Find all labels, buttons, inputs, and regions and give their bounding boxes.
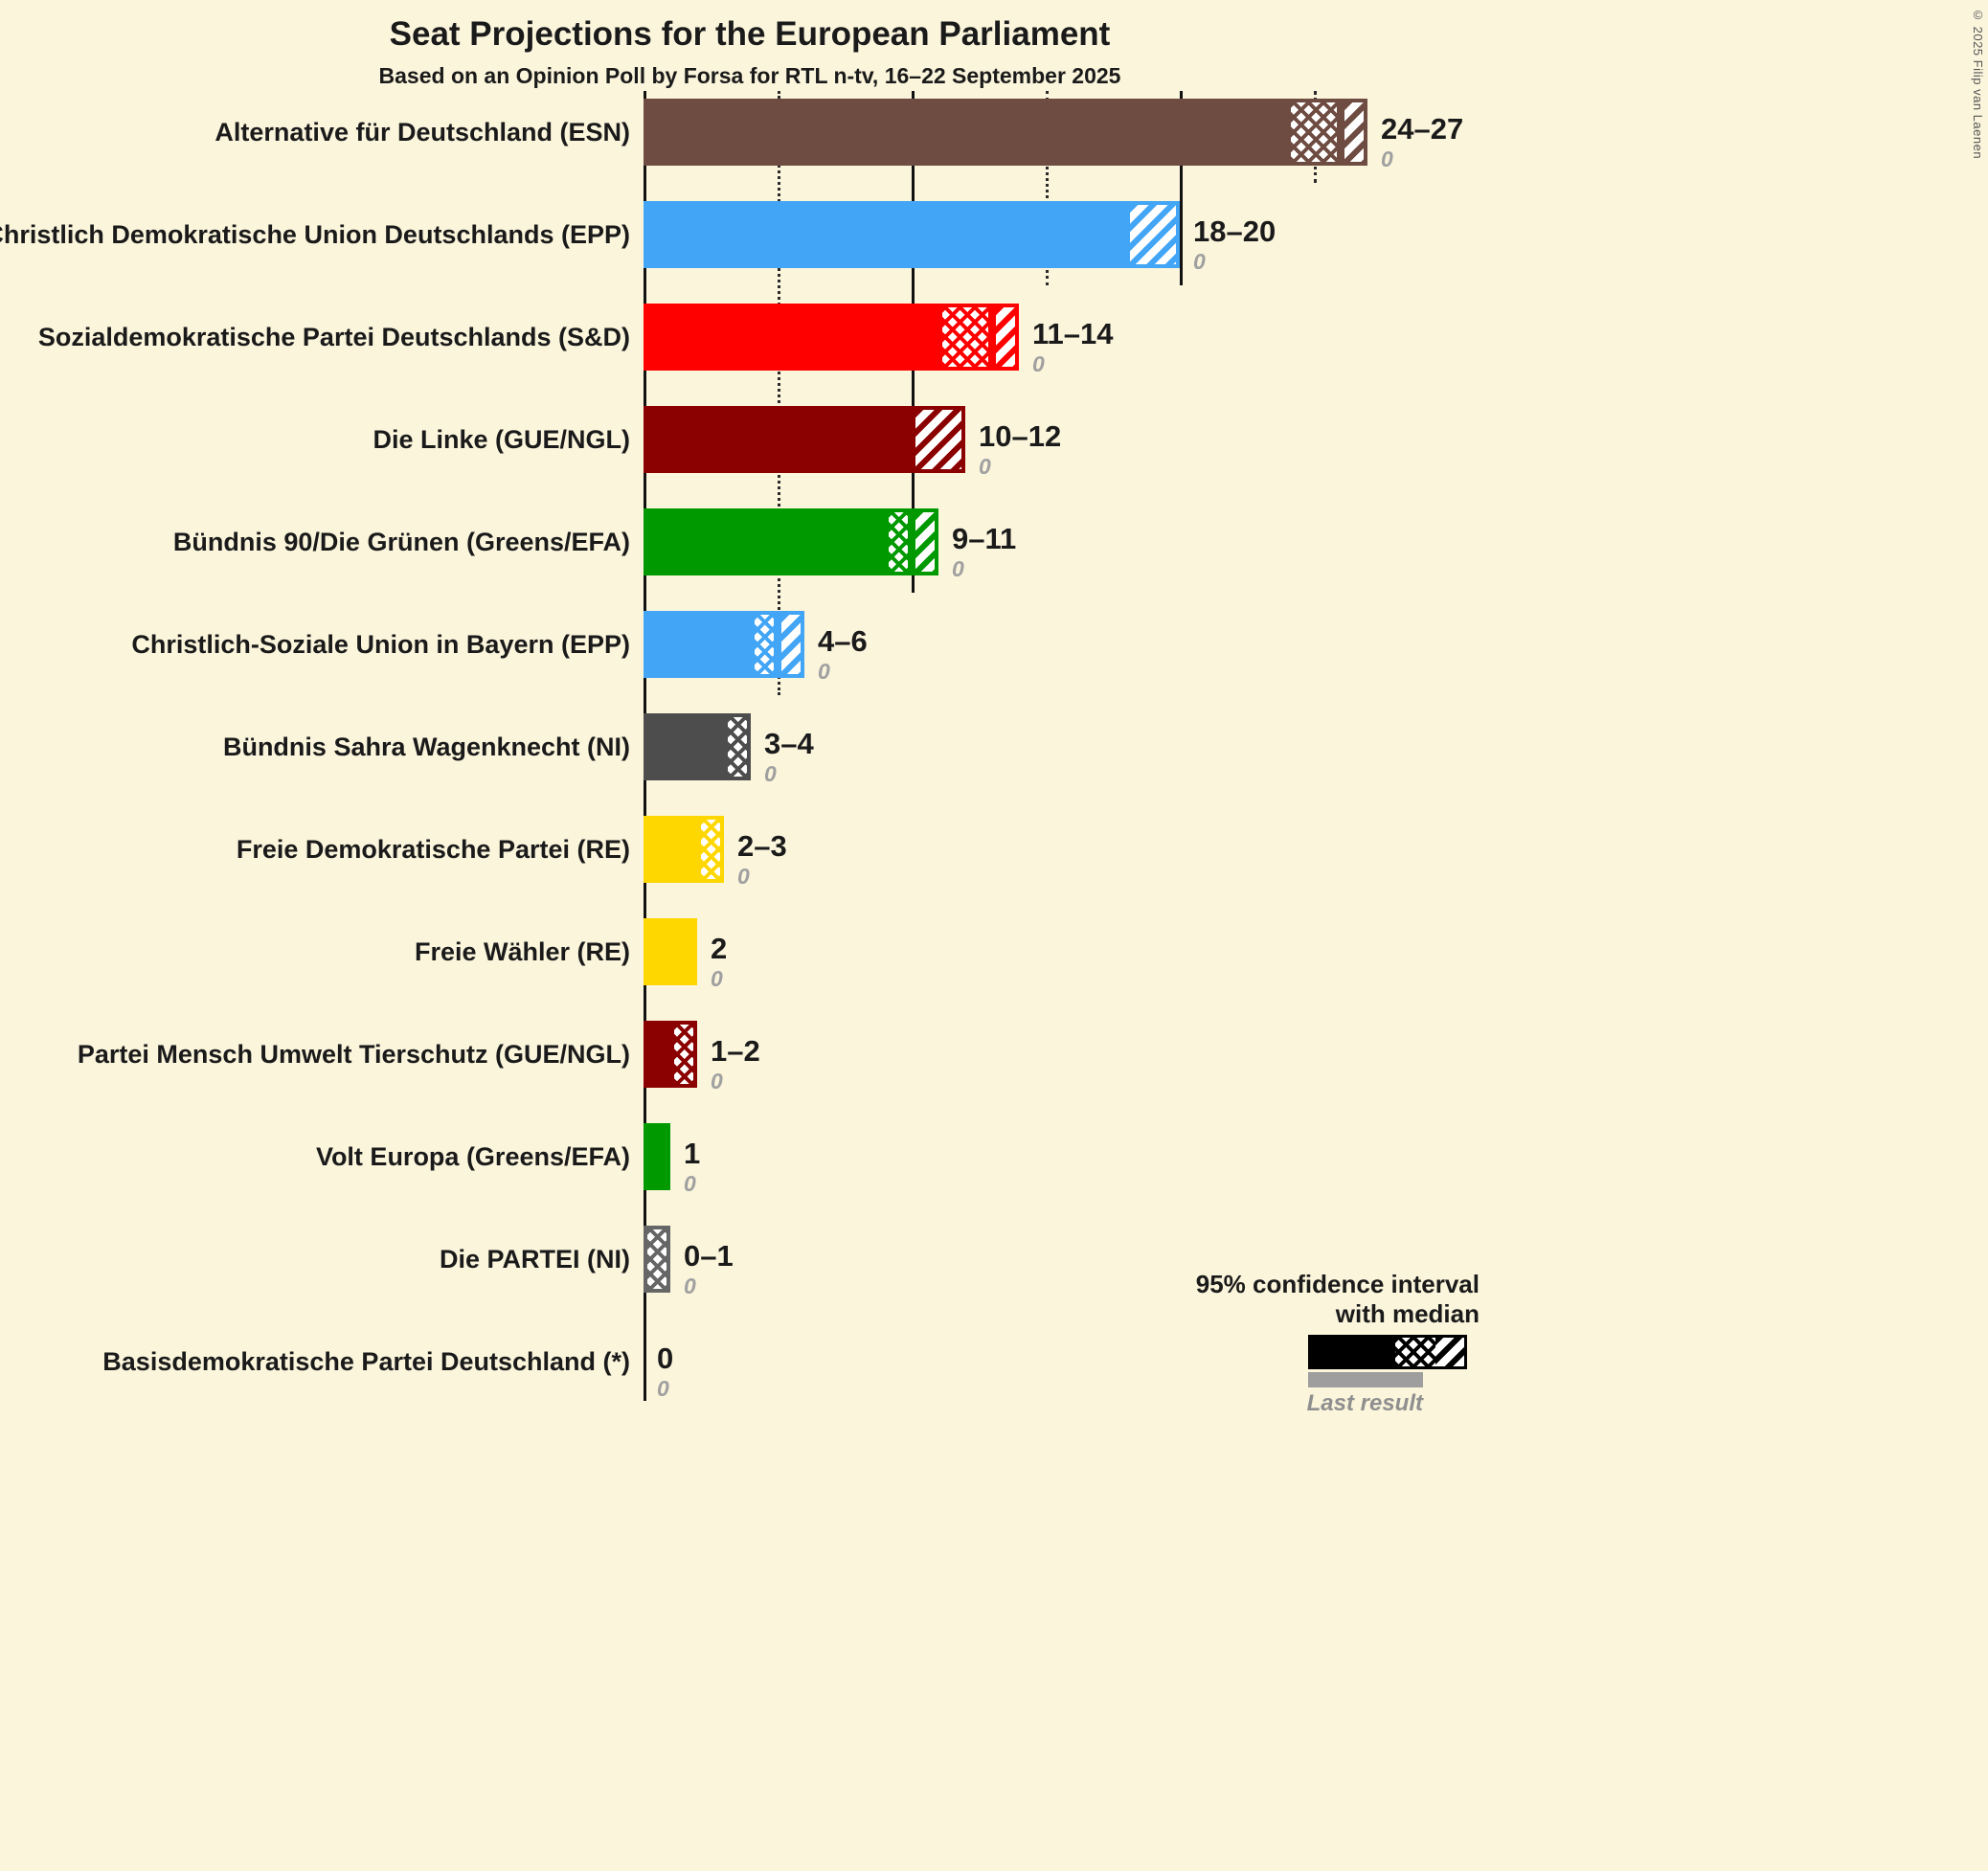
value-label: 9–11 0 [952,523,1016,582]
bar-diagonal-segment [912,406,965,473]
party-label: Partei Mensch Umwelt Tierschutz (GUE/NGL… [77,1040,630,1069]
legend-title-line1: 95% confidence interval [1195,1270,1480,1298]
legend-diagonal-segment [1435,1338,1464,1366]
bar-crosshatch-segment [724,713,751,780]
last-result-value: 0 [737,864,750,889]
party-label: Basisdemokratische Partei Deutschland (*… [102,1347,630,1376]
last-result-value: 0 [657,1376,669,1401]
last-result-value: 0 [764,761,777,786]
seat-range-label: 1 [684,1137,701,1170]
bar-solid-segment [644,713,724,780]
seat-range-label: 3–4 [764,727,814,760]
last-result-value: 0 [711,966,723,991]
seat-range-label: 18–20 [1193,214,1276,248]
last-result-value: 0 [1193,249,1206,274]
value-label: 11–14 0 [1032,318,1114,377]
bar-crosshatch-segment [644,1226,670,1293]
party-label: Die PARTEI (NI) [439,1245,630,1274]
seat-range-label: 2–3 [737,829,787,863]
bar-solid-segment [644,99,1287,166]
seat-range-label: 0 [657,1341,674,1375]
last-result-legend-bar [1308,1372,1423,1387]
value-label: 2–3 0 [737,830,787,890]
legend-solid-segment [1311,1338,1395,1366]
bar-diagonal-segment [778,611,804,678]
party-label: Alternative für Deutschland (ESN) [215,118,630,147]
bar-solid-segment [644,918,697,985]
seat-range-label: 0–1 [684,1239,734,1273]
last-result-value: 0 [684,1171,696,1196]
party-label: Freie Wähler (RE) [414,937,630,966]
bar-diagonal-segment [992,304,1019,371]
value-label: 24–27 0 [1381,113,1463,172]
legend-title-line2: with median [1335,1299,1480,1328]
party-label: Volt Europa (Greens/EFA) [315,1142,630,1171]
party-label: Bündnis Sahra Wagenknecht (NI) [222,733,630,761]
last-result-value: 0 [818,659,830,684]
bar-solid-segment [644,304,938,371]
bar-solid-segment [644,508,885,575]
seat-range-label: 4–6 [818,624,868,658]
bar-solid-segment [644,1021,670,1088]
gridline-15-seats [1046,91,1049,285]
bar-solid-segment [644,406,912,473]
gridline-20-seats [1180,91,1183,285]
value-label: 1–2 0 [711,1035,760,1094]
copyright-notice: © 2025 Filip van Laenen [1971,8,1985,160]
bar-crosshatch-segment [1287,99,1341,166]
value-label: 4–6 0 [818,625,868,685]
seat-range-label: 10–12 [979,419,1062,453]
party-label: Freie Demokratische Partei (RE) [236,835,630,864]
party-label: Sozialdemokratische Partei Deutschlands … [37,323,630,351]
bar-solid-segment [644,611,751,678]
bar-diagonal-segment [1341,99,1367,166]
last-result-value: 0 [684,1274,696,1298]
bar-crosshatch-segment [938,304,992,371]
gridline-5-seats [778,91,780,695]
value-label: 3–4 0 [764,728,814,787]
party-label: Christlich Demokratische Union Deutschla… [0,220,630,249]
party-label: Christlich-Soziale Union in Bayern (EPP) [131,630,630,659]
last-result-legend-label: Last result [1306,1390,1423,1416]
bar-crosshatch-segment [670,1021,697,1088]
value-label: 18–20 0 [1193,215,1276,275]
bar-diagonal-segment [1126,201,1180,268]
last-result-value: 0 [952,556,964,581]
value-label: 10–12 0 [979,420,1061,480]
bar-crosshatch-segment [697,816,724,883]
last-result-value: 0 [1032,351,1045,376]
party-label: Bündnis 90/Die Grünen (Greens/EFA) [172,528,630,556]
seat-range-label: 9–11 [952,522,1017,555]
legend-crosshatch-segment [1395,1338,1435,1366]
last-result-value: 0 [711,1069,723,1093]
page-title: Seat Projections for the European Parlia… [389,15,1111,53]
bar-crosshatch-segment [885,508,912,575]
page-subtitle: Based on an Opinion Poll by Forsa for RT… [378,63,1121,88]
last-result-value: 0 [1381,147,1393,171]
seat-range-label: 11–14 [1032,317,1114,350]
bar-solid-segment [644,201,1126,268]
legend: 95% confidence interval with median Last… [1120,1270,1480,1417]
value-label: 0–1 0 [684,1240,734,1299]
bar-solid-segment [644,1123,670,1190]
bar-diagonal-segment [912,508,938,575]
bar-crosshatch-segment [751,611,778,678]
seat-range-label: 1–2 [711,1034,760,1068]
seat-range-label: 24–27 [1381,112,1464,146]
last-result-value: 0 [979,454,991,479]
confidence-interval-legend-bar [1308,1335,1467,1369]
bar-solid-segment [644,816,697,883]
party-label: Die Linke (GUE/NGL) [373,425,630,454]
seat-range-label: 2 [711,932,728,965]
